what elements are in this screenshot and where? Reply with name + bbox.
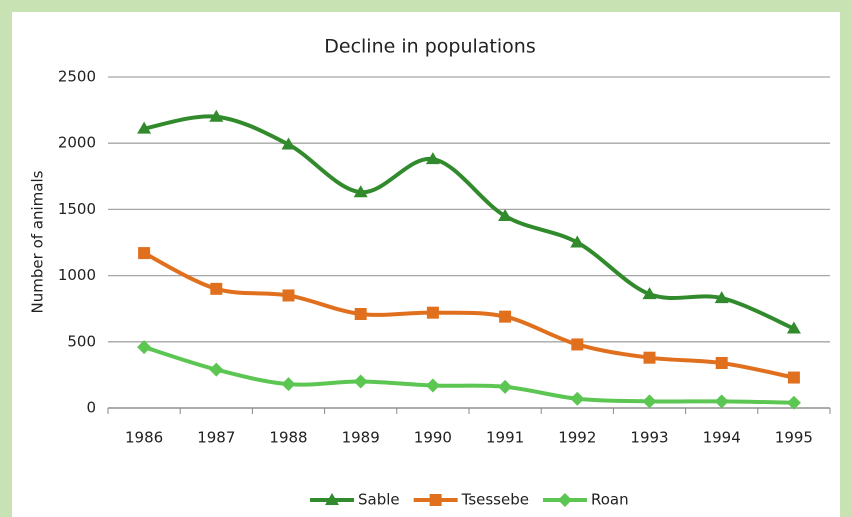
data-point: [714, 394, 729, 409]
x-tick-label: 1994: [703, 429, 741, 447]
data-point: [210, 282, 223, 295]
x-tick-label: 1992: [558, 429, 596, 447]
data-point: [281, 137, 296, 150]
series-line: [143, 251, 795, 380]
data-point: [282, 289, 295, 302]
x-tick-label: 1993: [630, 429, 668, 447]
legend-label: Tsessebe: [461, 491, 529, 509]
data-point: [425, 378, 440, 393]
y-tick-label: 1000: [58, 266, 96, 284]
data-point: [138, 247, 151, 260]
data-point: [281, 377, 296, 392]
legend-marker: [325, 493, 339, 505]
data-point: [642, 287, 657, 300]
data-point: [570, 391, 585, 406]
chart-title: Decline in populations: [324, 36, 535, 58]
y-tick-label: 2000: [58, 134, 96, 152]
data-point: [137, 340, 152, 355]
x-tick-label: 1995: [775, 429, 813, 447]
data-point: [209, 362, 224, 377]
data-point: [353, 185, 368, 198]
y-axis-label: Number of animals: [29, 170, 47, 313]
legend-label: Sable: [358, 491, 400, 509]
data-point: [353, 374, 368, 389]
x-tick-label: 1989: [342, 429, 380, 447]
data-point: [499, 310, 512, 323]
data-point: [786, 395, 801, 410]
series-line: [143, 114, 795, 331]
legend-label: Roan: [591, 491, 629, 509]
data-point: [571, 338, 584, 351]
data-point: [426, 306, 439, 319]
y-tick-label: 0: [86, 399, 96, 417]
data-point: [787, 371, 800, 384]
data-point: [209, 109, 224, 122]
data-point: [642, 394, 657, 409]
data-point: [786, 321, 801, 334]
data-point: [715, 356, 728, 369]
chart-background: [12, 12, 840, 517]
legend-marker: [557, 493, 572, 507]
data-point: [498, 209, 513, 222]
y-tick-label: 500: [67, 332, 96, 350]
x-tick-label: 1988: [269, 429, 307, 447]
data-point: [714, 291, 729, 304]
data-point: [137, 121, 152, 134]
legend-marker: [429, 494, 442, 506]
y-tick-label: 1500: [58, 200, 96, 218]
y-tick-label: 2500: [58, 68, 96, 86]
data-point: [498, 379, 513, 394]
x-tick-label: 1986: [125, 429, 163, 447]
series-line: [143, 345, 794, 405]
data-point: [425, 152, 440, 165]
x-tick-label: 1990: [414, 429, 452, 447]
x-tick-label: 1991: [486, 429, 524, 447]
data-point: [570, 235, 585, 248]
x-tick-label: 1987: [197, 429, 235, 447]
data-point: [354, 307, 367, 320]
data-point: [643, 351, 656, 364]
